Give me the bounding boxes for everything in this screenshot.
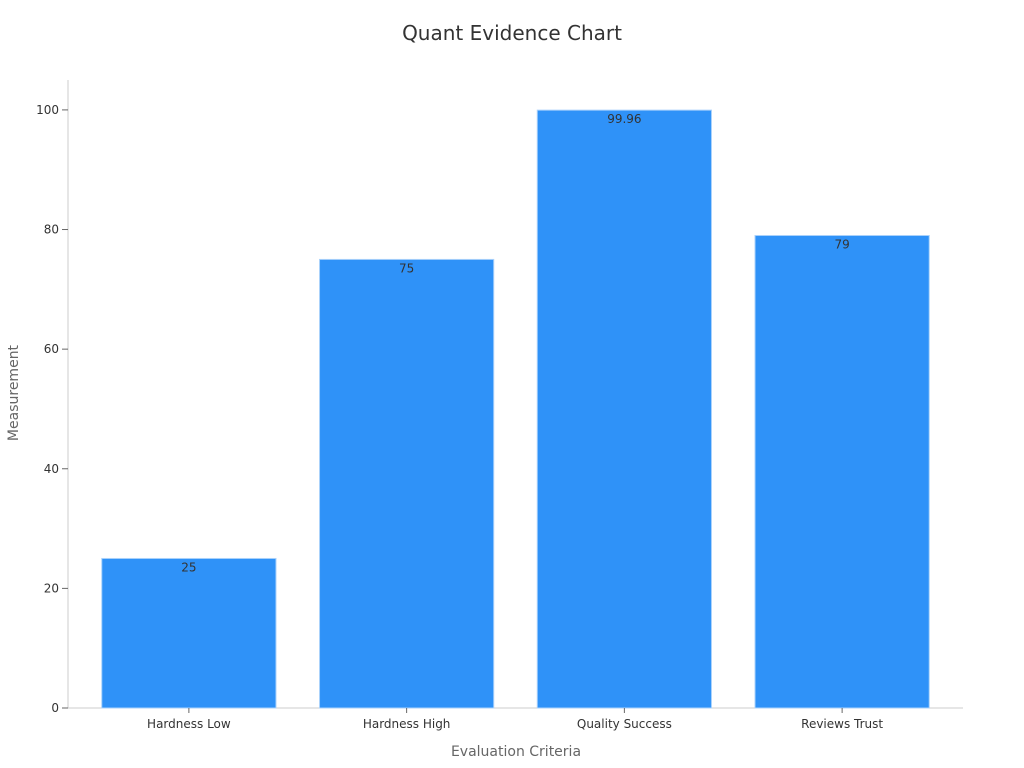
bar [754, 235, 930, 709]
data-label: 75 [399, 261, 414, 275]
x-axis-label: Evaluation Criteria [451, 744, 581, 760]
y-tick-label: 40 [44, 462, 59, 476]
chart-title: Quant Evidence Chart [402, 21, 622, 45]
x-tick-label: Hardness Low [147, 717, 231, 731]
x-tick-label: Reviews Trust [801, 717, 883, 731]
bar [536, 109, 712, 709]
x-tick-label: Quality Success [577, 717, 672, 731]
y-tick-label: 100 [36, 103, 59, 117]
y-tick-label: 80 [44, 223, 59, 237]
y-tick-label: 20 [44, 581, 59, 595]
data-label: 79 [834, 238, 849, 252]
y-tick-label: 60 [44, 342, 59, 356]
data-label: 25 [181, 560, 196, 574]
data-label: 99.96 [607, 112, 641, 126]
bar [319, 258, 495, 709]
y-tick-label: 0 [51, 701, 59, 715]
bar [101, 557, 277, 709]
x-tick-label: Hardness High [363, 717, 451, 731]
plot-area: 0 20 40 60 80 100 Hardness Low 25 Hardness High 7… [36, 80, 963, 731]
y-axis-label: Measurement [6, 344, 22, 441]
